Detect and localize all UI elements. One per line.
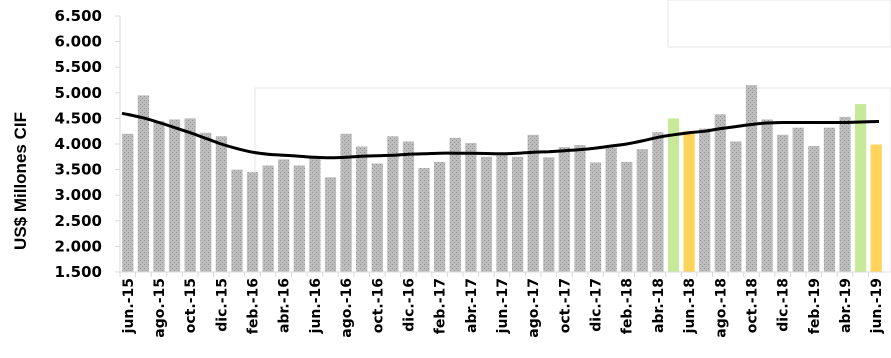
bar [558,147,570,272]
trend-line-series [121,111,880,160]
bar [714,114,726,272]
x-tick-label: abr.-18 [651,278,667,333]
bar [527,134,539,272]
x-tick-label: dic.-17 [589,278,605,332]
bar [636,149,648,272]
bar [777,134,789,272]
x-tick-label: jun.-17 [495,278,511,334]
x-tick-label: oct.-15 [183,278,199,333]
bar [449,137,461,272]
bar [605,147,617,272]
bar [792,127,804,273]
bar [246,172,259,272]
bar-series [122,85,882,273]
y-tick-label: 5.500 [55,58,102,76]
bar [465,142,477,272]
y-tick-label: 3.000 [55,186,102,204]
x-tick-label: jun.-19 [869,278,885,334]
bar [823,127,836,273]
bar [402,141,415,272]
bar [808,146,820,272]
bar [730,141,742,272]
x-axis: jun.-15 ago.-15 oct.-15 dic.-15 feb.-16 abr.-… [119,271,885,338]
bar [340,133,352,272]
x-tick-label: dic.-15 [214,278,230,332]
bar [589,162,602,272]
bar [839,116,851,272]
bar [278,159,290,272]
bar [371,163,383,272]
x-tick-label: feb.-19 [807,278,823,334]
bar [683,131,695,272]
x-tick-label: dic.-16 [401,278,417,332]
y-tick-label: 2.500 [55,212,102,230]
y-axis: 6.500 6.000 5.500 5.000 4.500 4.000 3.500 3.000… [55,7,121,281]
y-tick-label: 2.000 [55,237,102,255]
x-tick-label: jun.-18 [682,278,698,334]
bar [387,136,399,272]
bar [293,165,305,272]
bar [356,146,368,272]
bar [496,154,508,272]
y-tick-label: 5.000 [55,84,102,102]
bar [168,119,181,272]
bar [652,132,664,272]
bar [855,104,867,272]
x-tick-label: feb.-16 [246,278,262,334]
bar [324,177,337,272]
bar [262,165,274,272]
y-axis-label: US$ Millones CIF [11,112,30,250]
y-tick-label: 4.000 [55,135,102,153]
x-tick-label: oct.-18 [745,278,761,333]
bar [745,85,758,273]
bar [153,120,165,273]
x-tick-label: ago.-17 [526,278,542,338]
bar [418,168,430,272]
x-tick-label: jun.-16 [308,278,324,334]
x-tick-label: oct.-16 [370,278,386,333]
bar [137,95,149,272]
bar [215,136,227,272]
x-tick-label: abr.-16 [277,278,293,333]
y-tick-label: 6.000 [55,33,102,51]
bar [434,161,446,272]
bar [870,144,882,272]
bar [309,158,321,272]
x-tick-label: jun.-15 [121,278,137,334]
bar [184,118,196,273]
bar [543,157,555,272]
x-tick-label: abr.-17 [464,278,480,333]
bar [667,118,680,273]
x-tick-label: ago.-18 [713,278,729,338]
bar [231,169,243,272]
bar [621,161,633,272]
bar [574,145,586,272]
bar [511,156,524,272]
x-tick-label: oct.-17 [557,278,573,333]
x-tick-label: dic.-18 [776,278,792,332]
x-tick-label: abr.-19 [838,278,854,333]
y-tick-label: 1.500 [55,263,102,281]
bar [761,119,773,272]
x-tick-label: feb.-18 [620,278,636,334]
legend-frame-decoration [667,0,891,48]
bar [699,128,711,272]
y-tick-label: 6.500 [55,7,102,25]
x-tick-label: feb.-17 [433,278,449,334]
bar [480,156,493,272]
y-tick-label: 4.500 [55,109,102,127]
bar [122,133,134,272]
y-tick-label: 3.500 [55,161,102,179]
bar [200,132,212,272]
x-tick-label: ago.-15 [152,278,168,338]
trend-line [121,111,880,160]
x-tick-label: ago.-16 [339,278,355,338]
